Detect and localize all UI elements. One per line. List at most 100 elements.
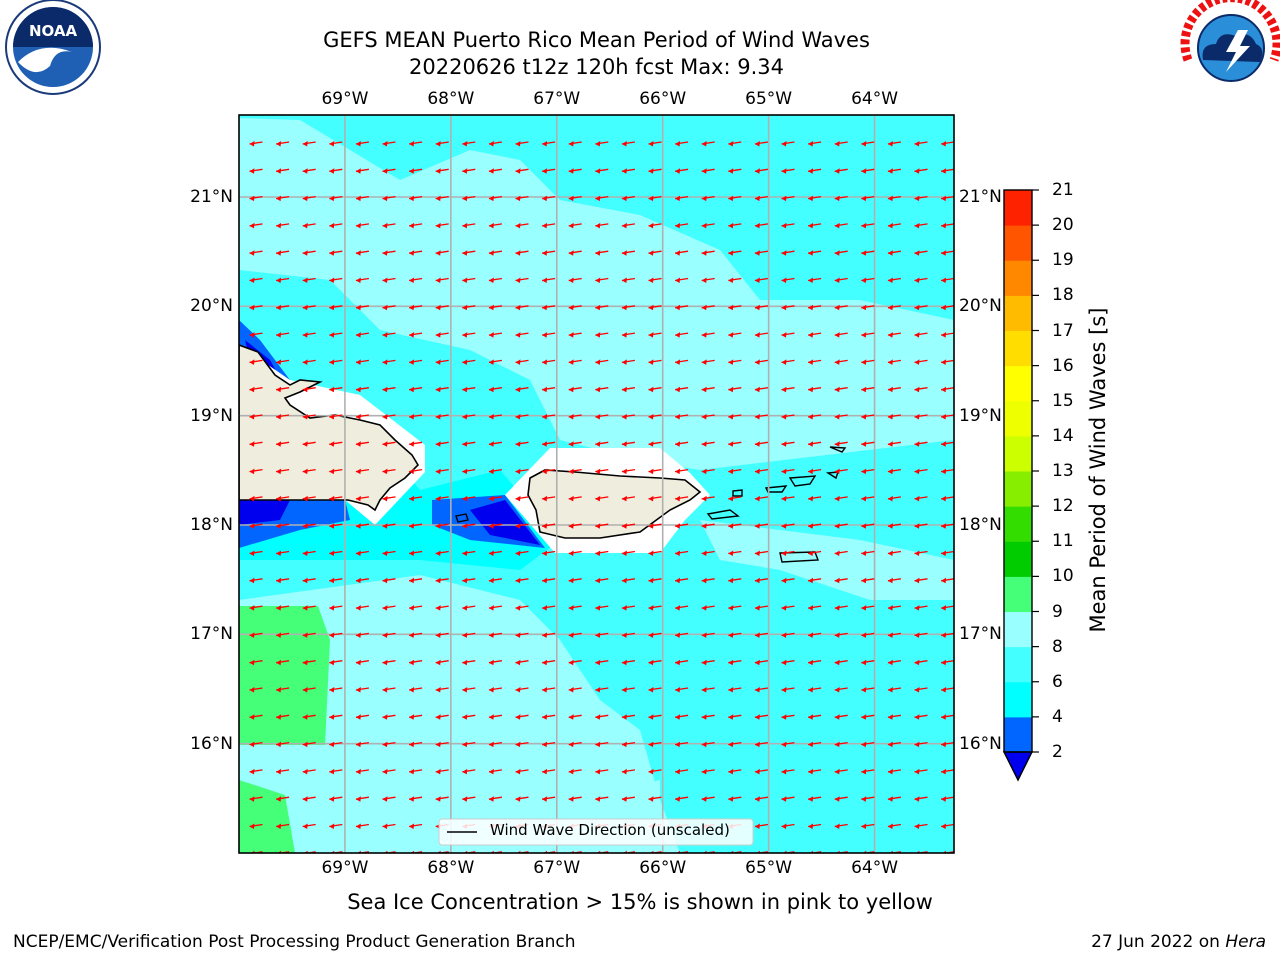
direction-arrow	[249, 195, 263, 202]
direction-arrow	[355, 741, 369, 748]
direction-arrow	[861, 714, 875, 720]
direction-arrow	[515, 659, 529, 666]
colorbar-tick-label: 15	[1052, 390, 1074, 411]
direction-arrow	[329, 168, 343, 174]
direction-arrow	[728, 550, 742, 556]
direction-arrow	[249, 823, 263, 829]
direction-arrow	[887, 659, 901, 666]
direction-arrow	[781, 741, 795, 748]
direction-arrow	[941, 222, 954, 229]
direction-arrow	[355, 359, 369, 365]
direction-arrow	[861, 741, 875, 748]
direction-arrow	[302, 441, 316, 447]
direction-arrow	[781, 687, 795, 693]
direction-arrow	[302, 468, 316, 475]
direction-arrow	[595, 659, 609, 666]
direction-arrow	[941, 495, 954, 502]
colorbar-segment	[1004, 365, 1032, 402]
direction-arrow	[861, 277, 875, 283]
direction-arrow	[276, 304, 290, 311]
direction-arrow	[542, 359, 556, 365]
chart-subtitle: 20220626 t12z 120h fcst Max: 9.34	[409, 55, 784, 79]
direction-arrow	[781, 250, 795, 256]
direction-arrow	[728, 250, 742, 256]
direction-arrow	[887, 386, 901, 393]
direction-arrow	[781, 550, 795, 556]
direction-arrow	[675, 304, 689, 311]
direction-arrow	[621, 550, 635, 556]
direction-arrow	[462, 768, 476, 775]
direction-arrow	[728, 468, 742, 475]
direction-arrow	[276, 687, 290, 693]
direction-arrow	[595, 359, 609, 365]
direction-arrow	[302, 523, 316, 529]
direction-arrow	[515, 332, 529, 338]
direction-arrow	[887, 577, 901, 584]
direction-arrow	[595, 168, 609, 174]
wave-period-field	[239, 115, 954, 853]
direction-arrow	[302, 277, 316, 283]
direction-arrow	[355, 277, 369, 283]
direction-arrow	[941, 304, 954, 311]
direction-arrow	[914, 414, 928, 420]
colorbar-tick-label: 8	[1052, 636, 1063, 657]
colorbar-tick-label: 2	[1052, 742, 1063, 762]
direction-arrow	[488, 441, 502, 447]
direction-arrow	[728, 714, 742, 720]
colorbar-segment	[1004, 260, 1032, 296]
direction-arrow	[728, 577, 742, 584]
direction-arrow	[621, 714, 635, 720]
national-weather-service-logo	[1180, 0, 1280, 95]
direction-arrow	[435, 250, 449, 256]
direction-arrow	[648, 250, 662, 256]
direction-arrow	[861, 359, 875, 365]
legend-label: Wind Wave Direction (unscaled)	[490, 821, 730, 839]
direction-arrow	[435, 168, 449, 174]
direction-arrow	[941, 768, 954, 775]
direction-arrow	[568, 141, 582, 147]
direction-arrow	[781, 195, 795, 202]
direction-arrow	[302, 768, 316, 775]
direction-arrow	[488, 250, 502, 256]
direction-arrow	[542, 222, 556, 229]
direction-arrow	[462, 441, 476, 447]
direction-arrow	[834, 304, 848, 311]
direction-arrow	[568, 632, 582, 638]
direction-arrow	[488, 550, 502, 556]
direction-arrow	[249, 741, 263, 748]
direction-arrow	[542, 168, 556, 174]
direction-arrow	[861, 796, 875, 802]
direction-arrow	[568, 222, 582, 229]
direction-arrow	[488, 632, 502, 638]
direction-arrow	[249, 659, 263, 666]
direction-arrow	[542, 441, 556, 447]
direction-arrow	[914, 250, 928, 256]
direction-arrow	[914, 441, 928, 447]
direction-arrow	[941, 741, 954, 748]
direction-arrow	[648, 414, 662, 420]
colorbar-segment	[1004, 611, 1032, 648]
direction-arrow	[302, 632, 316, 638]
direction-arrow	[648, 659, 662, 666]
direction-arrow	[302, 550, 316, 556]
direction-arrow	[861, 441, 875, 447]
direction-arrow	[834, 495, 848, 502]
direction-arrow	[409, 714, 423, 720]
direction-arrow	[834, 468, 848, 475]
direction-arrow	[621, 386, 635, 393]
direction-arrow	[808, 659, 822, 666]
direction-arrow	[462, 523, 476, 529]
svg-text:NOAA: NOAA	[29, 22, 78, 40]
direction-arrow	[462, 250, 476, 256]
direction-arrow	[595, 632, 609, 638]
direction-arrow	[355, 250, 369, 256]
direction-arrow	[808, 441, 822, 447]
direction-arrow	[914, 195, 928, 202]
direction-arrow	[754, 141, 768, 147]
direction-arrow	[781, 222, 795, 229]
direction-arrow	[887, 714, 901, 720]
direction-arrow	[701, 168, 715, 174]
direction-arrow	[861, 222, 875, 229]
direction-arrow	[435, 687, 449, 693]
